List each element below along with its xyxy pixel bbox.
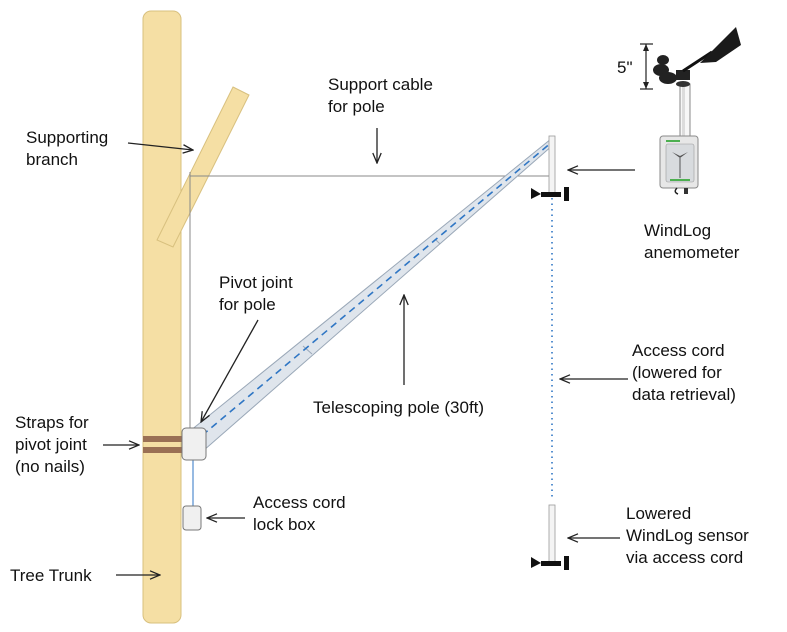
- arrow-branch: [127, 142, 193, 150]
- label-lowered-sensor: Lowered WindLog sensor via access cord: [626, 504, 749, 567]
- label-access-cord: Access cord (lowered for data retrieval): [632, 341, 736, 404]
- strap-upper: [143, 436, 183, 442]
- windlog-anemometer: [653, 27, 741, 195]
- label-anemometer: WindLog anemometer: [644, 221, 740, 262]
- label-dimension: 5": [617, 58, 633, 77]
- dimension-bracket: [640, 43, 653, 90]
- label-tree-trunk: Tree Trunk: [10, 566, 92, 585]
- upper-sensor-mount: [531, 135, 569, 201]
- label-pivot-joint: Pivot joint for pole: [219, 273, 293, 314]
- tree-trunk: [142, 10, 182, 624]
- lock-box: [182, 505, 202, 531]
- label-supporting-branch: Supporting branch: [26, 128, 109, 169]
- strap-lower: [143, 447, 183, 453]
- label-straps: Straps for pivot joint (no nails): [15, 413, 89, 476]
- pivot-joint-box: [181, 427, 207, 461]
- label-telescoping-pole: Telescoping pole (30ft): [313, 398, 485, 417]
- pole-internal-cord: [192, 141, 553, 444]
- label-lock-box: Access cord lock box: [253, 493, 346, 534]
- lowered-sensor: [531, 504, 569, 570]
- label-support-cable: Support cable for pole: [328, 75, 433, 116]
- arrow-pivot: [201, 319, 259, 422]
- supporting-branch: [156, 86, 250, 248]
